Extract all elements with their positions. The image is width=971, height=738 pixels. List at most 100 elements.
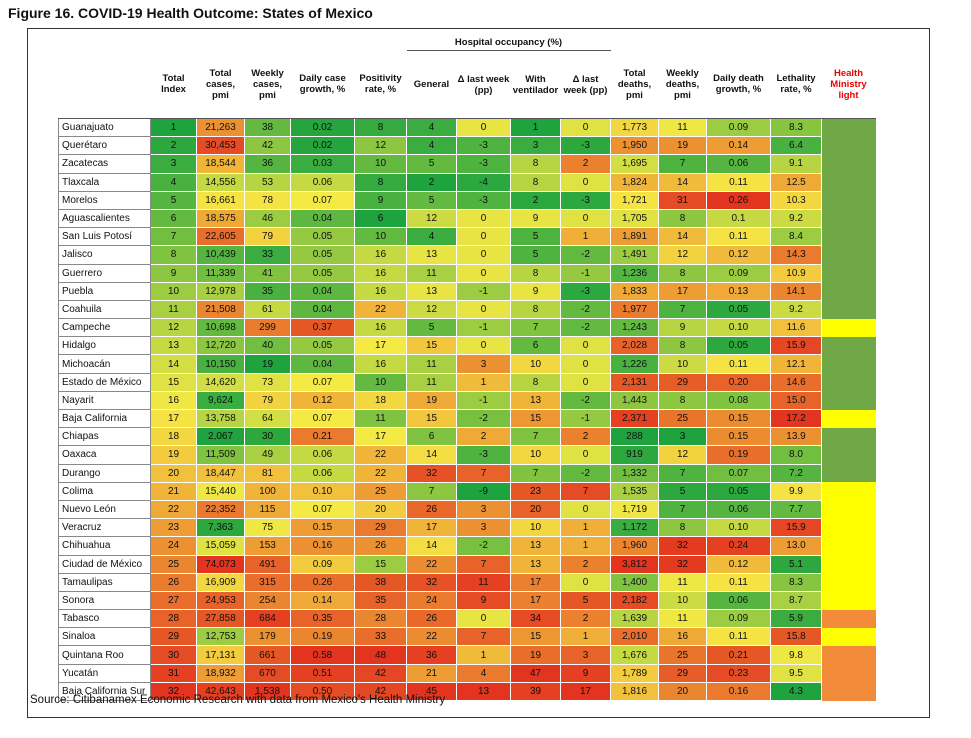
data-cell: 19 bbox=[150, 445, 197, 465]
health-light-cell bbox=[821, 245, 876, 264]
data-cell: 41 bbox=[244, 263, 291, 283]
data-cell: 15.9 bbox=[770, 518, 822, 538]
source-note: Source: Citibanamex Economic Research wi… bbox=[30, 694, 446, 706]
data-cell: 34 bbox=[510, 609, 561, 629]
data-cell: 13 bbox=[510, 554, 561, 574]
state-name: Aguascalientes bbox=[58, 208, 151, 229]
data-cell: 42 bbox=[354, 663, 407, 683]
data-cell: 11,509 bbox=[196, 445, 245, 465]
data-cell: -1 bbox=[560, 263, 611, 283]
data-cell: 7 bbox=[510, 463, 561, 483]
data-cell: 1,332 bbox=[610, 463, 659, 483]
data-cell: 25 bbox=[354, 481, 407, 501]
data-cell: 7.7 bbox=[770, 499, 822, 520]
data-cell: 23 bbox=[150, 518, 197, 538]
data-cell: 12 bbox=[354, 136, 407, 156]
data-cell: 39 bbox=[510, 681, 561, 702]
table-row: Querétaro 2 30,453 42 0.02 12 4 -3 3 -3 1,950 19 0.1… bbox=[58, 136, 876, 156]
data-cell: 1 bbox=[560, 536, 611, 556]
data-cell: 0 bbox=[456, 117, 511, 138]
data-cell: 0.05 bbox=[290, 336, 355, 356]
data-cell: 20 bbox=[150, 463, 197, 483]
column-header-6: Δ last week (pp) bbox=[456, 50, 511, 119]
data-cell: 1,538 bbox=[244, 681, 291, 702]
column-header-11: Daily death growth, % bbox=[706, 50, 771, 119]
data-cell: 8.3 bbox=[770, 572, 822, 592]
table-row: Oaxaca 19 11,509 49 0.06 22 14 -3 10 0 919 12 0.19 8.… bbox=[58, 445, 876, 465]
data-cell: 8 bbox=[658, 263, 707, 283]
data-cell: 11 bbox=[406, 372, 457, 392]
data-cell: 0.23 bbox=[706, 663, 771, 683]
data-cell: 0.11 bbox=[706, 227, 771, 247]
data-cell: 0.14 bbox=[706, 136, 771, 156]
data-cell: 0.12 bbox=[706, 554, 771, 574]
data-cell: 32 bbox=[658, 536, 707, 556]
data-cell: 17 bbox=[150, 408, 197, 429]
data-cell: 0 bbox=[456, 609, 511, 629]
data-cell: 18,575 bbox=[196, 208, 245, 229]
data-cell: 8 bbox=[510, 263, 561, 283]
table-row: San Luis Potosí 7 22,605 79 0.05 10 4 0 5 1 1,891 1… bbox=[58, 227, 876, 247]
data-cell: 0 bbox=[456, 299, 511, 320]
data-cell: 75 bbox=[244, 518, 291, 538]
data-cell: 30,453 bbox=[196, 136, 245, 156]
data-cell: 1 bbox=[510, 117, 561, 138]
data-cell: 1,243 bbox=[610, 318, 659, 338]
table-row: Quintana Roo 30 17,131 661 0.58 48 36 1 19 3 1,676… bbox=[58, 645, 876, 665]
data-cell: 9 bbox=[354, 190, 407, 210]
data-cell: 153 bbox=[244, 536, 291, 556]
health-light-cell bbox=[821, 173, 876, 192]
data-cell: 18,932 bbox=[196, 663, 245, 683]
data-cell: 14 bbox=[658, 172, 707, 192]
data-cell: 1,491 bbox=[610, 245, 659, 265]
state-name: Estado de México bbox=[58, 372, 151, 392]
data-cell: -9 bbox=[456, 481, 511, 501]
data-cell: 0.10 bbox=[706, 518, 771, 538]
data-cell: 5 bbox=[406, 154, 457, 174]
data-cell: 22 bbox=[406, 627, 457, 647]
data-cell: 49 bbox=[244, 445, 291, 465]
data-cell: 19 bbox=[658, 136, 707, 156]
data-cell: 919 bbox=[610, 445, 659, 465]
data-cell: 10 bbox=[150, 281, 197, 301]
data-cell: 25 bbox=[150, 554, 197, 574]
data-cell: 14 bbox=[658, 227, 707, 247]
column-header-7: With ventilador bbox=[510, 50, 561, 119]
health-light-cell bbox=[821, 318, 876, 337]
state-name: Tamaulipas bbox=[58, 572, 151, 592]
data-cell: 74,073 bbox=[196, 554, 245, 574]
data-cell: 17 bbox=[406, 518, 457, 538]
state-name: Michoacán bbox=[58, 354, 151, 374]
data-cell: 35 bbox=[354, 590, 407, 611]
data-cell: 12,753 bbox=[196, 627, 245, 647]
data-cell: 7 bbox=[406, 481, 457, 501]
data-cell: 17,131 bbox=[196, 645, 245, 665]
data-cell: 10 bbox=[354, 372, 407, 392]
data-cell: 21 bbox=[150, 481, 197, 501]
data-cell: 81 bbox=[244, 463, 291, 483]
health-light-cell bbox=[821, 427, 876, 446]
column-header-2: Weekly cases, pmi bbox=[244, 50, 291, 119]
data-cell: 15,059 bbox=[196, 536, 245, 556]
data-cell: 0.05 bbox=[706, 481, 771, 501]
data-cell: 24 bbox=[406, 590, 457, 611]
data-cell: 0 bbox=[560, 572, 611, 592]
data-cell: 0 bbox=[560, 445, 611, 465]
data-cell: 0.09 bbox=[706, 263, 771, 283]
data-cell: 12.1 bbox=[770, 354, 822, 374]
data-cell: 14,620 bbox=[196, 372, 245, 392]
state-name: Nayarit bbox=[58, 390, 151, 411]
data-cell: 19 bbox=[406, 390, 457, 411]
data-cell: 1 bbox=[560, 627, 611, 647]
data-cell: 24 bbox=[150, 536, 197, 556]
data-cell: 31 bbox=[150, 663, 197, 683]
health-light-cell bbox=[821, 555, 876, 574]
health-light-cell bbox=[821, 282, 876, 301]
data-cell: 115 bbox=[244, 499, 291, 520]
data-cell: 36 bbox=[244, 154, 291, 174]
data-cell: 0 bbox=[456, 227, 511, 247]
table-row: Baja California 17 13,758 64 0.07 11 15 -2 15 -1 2… bbox=[58, 408, 876, 429]
data-cell: 28 bbox=[150, 609, 197, 629]
data-cell: 12,978 bbox=[196, 281, 245, 301]
data-cell: 1 bbox=[150, 117, 197, 138]
